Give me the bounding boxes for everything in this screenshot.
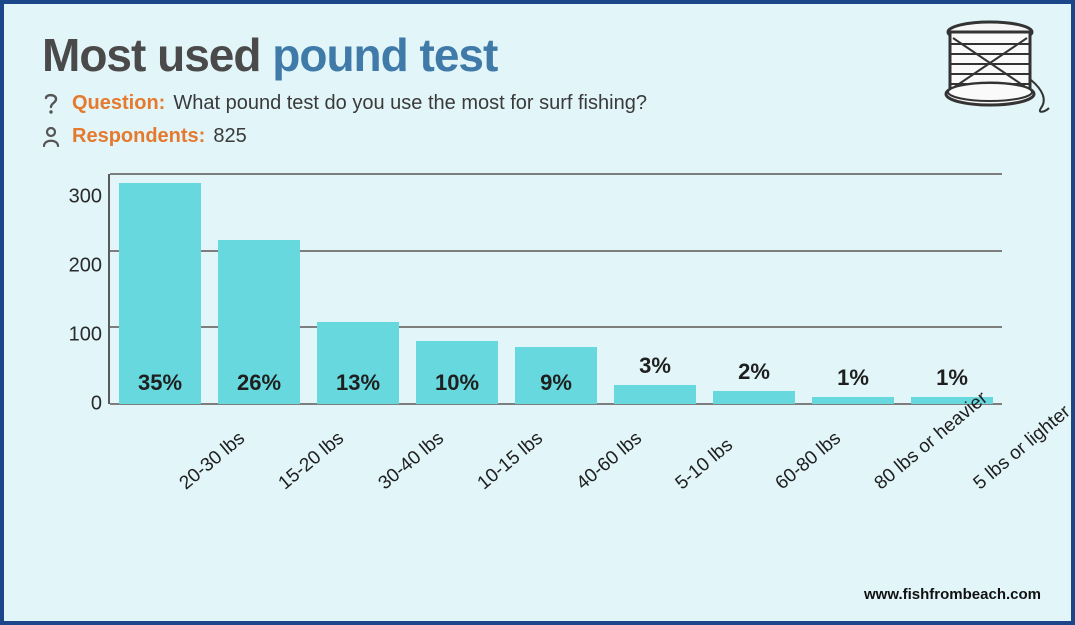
y-tick: 200 xyxy=(42,255,102,278)
plot-area: 35% 26% 13% 10% 9% 3% 2% 1% 1% xyxy=(108,174,1002,404)
bar-percent-label: 13% xyxy=(336,370,380,396)
bar: 9% xyxy=(515,347,597,404)
y-tick: 100 xyxy=(42,324,102,347)
x-axis-labels: 20-30 lbs15-20 lbs30-40 lbs10-15 lbs40-6… xyxy=(116,418,994,440)
x-tick-label: 15-20 lbs xyxy=(275,424,353,495)
x-tick-label: 10-15 lbs xyxy=(473,424,551,495)
x-tick-label: 20-30 lbs xyxy=(176,424,254,495)
bar: 13% xyxy=(317,322,399,404)
bar: 2% xyxy=(713,391,795,404)
bar-percent-label: 1% xyxy=(936,365,968,391)
bar-percent-label: 2% xyxy=(738,359,770,385)
source-url: www.fishfrombeach.com xyxy=(864,586,1041,603)
bar: 10% xyxy=(416,341,498,404)
question-icon xyxy=(42,93,64,115)
x-tick-label: 80 lbs or heavier xyxy=(870,424,948,495)
title-part1: Most used xyxy=(42,29,272,81)
y-axis: 3002001000 xyxy=(42,174,102,404)
y-tick: 300 xyxy=(42,186,102,209)
question-label: Question: xyxy=(72,92,165,115)
bar-column: 26% xyxy=(217,240,301,404)
bar-column: 1% xyxy=(811,397,895,404)
y-tick: 0 xyxy=(42,393,102,416)
person-icon xyxy=(42,127,64,147)
bar-chart: 300 200 100 0 35% 26% 13% 10% 9% 3% 2% 1% 1% 20-30 … xyxy=(42,174,1002,574)
bar: 1% xyxy=(812,397,894,404)
header: Most used pound test Question: What poun… xyxy=(42,28,1041,148)
bar-percent-label: 1% xyxy=(837,365,869,391)
bar-column: 10% xyxy=(415,341,499,404)
x-tick-label: 30-40 lbs xyxy=(374,424,452,495)
bar-percent-label: 35% xyxy=(138,370,182,396)
x-tick-label: 40-60 lbs xyxy=(573,424,651,495)
x-tick-label: 5 lbs or lighter xyxy=(970,424,1048,495)
bar: 26% xyxy=(218,240,300,404)
respondents-count: 825 xyxy=(213,125,246,148)
bar-percent-label: 10% xyxy=(435,370,479,396)
respondents-label: Respondents: xyxy=(72,125,205,148)
infographic-frame: Most used pound test Question: What poun… xyxy=(0,0,1075,625)
bar: 3% xyxy=(614,385,696,404)
x-tick-label: 60-80 lbs xyxy=(771,424,849,495)
bar-column: 13% xyxy=(316,322,400,404)
bar: 35% xyxy=(119,183,201,404)
bar-percent-label: 9% xyxy=(540,370,572,396)
page-title: Most used pound test xyxy=(42,28,1041,82)
x-tick-label: 5-10 lbs xyxy=(672,424,750,495)
question-text: What pound test do you use the most for … xyxy=(173,92,647,115)
bar-percent-label: 26% xyxy=(237,370,281,396)
bar-column: 35% xyxy=(118,183,202,404)
respondents-row: Respondents: 825 xyxy=(42,125,1041,148)
bars-container: 35% 26% 13% 10% 9% 3% 2% 1% 1% xyxy=(118,174,994,404)
bar-column: 9% xyxy=(514,347,598,404)
bar-percent-label: 3% xyxy=(639,353,671,379)
question-row: Question: What pound test do you use the… xyxy=(42,92,1041,115)
bar-column: 3% xyxy=(613,385,697,404)
bar-column: 2% xyxy=(712,391,796,404)
title-part2: pound test xyxy=(272,29,497,81)
